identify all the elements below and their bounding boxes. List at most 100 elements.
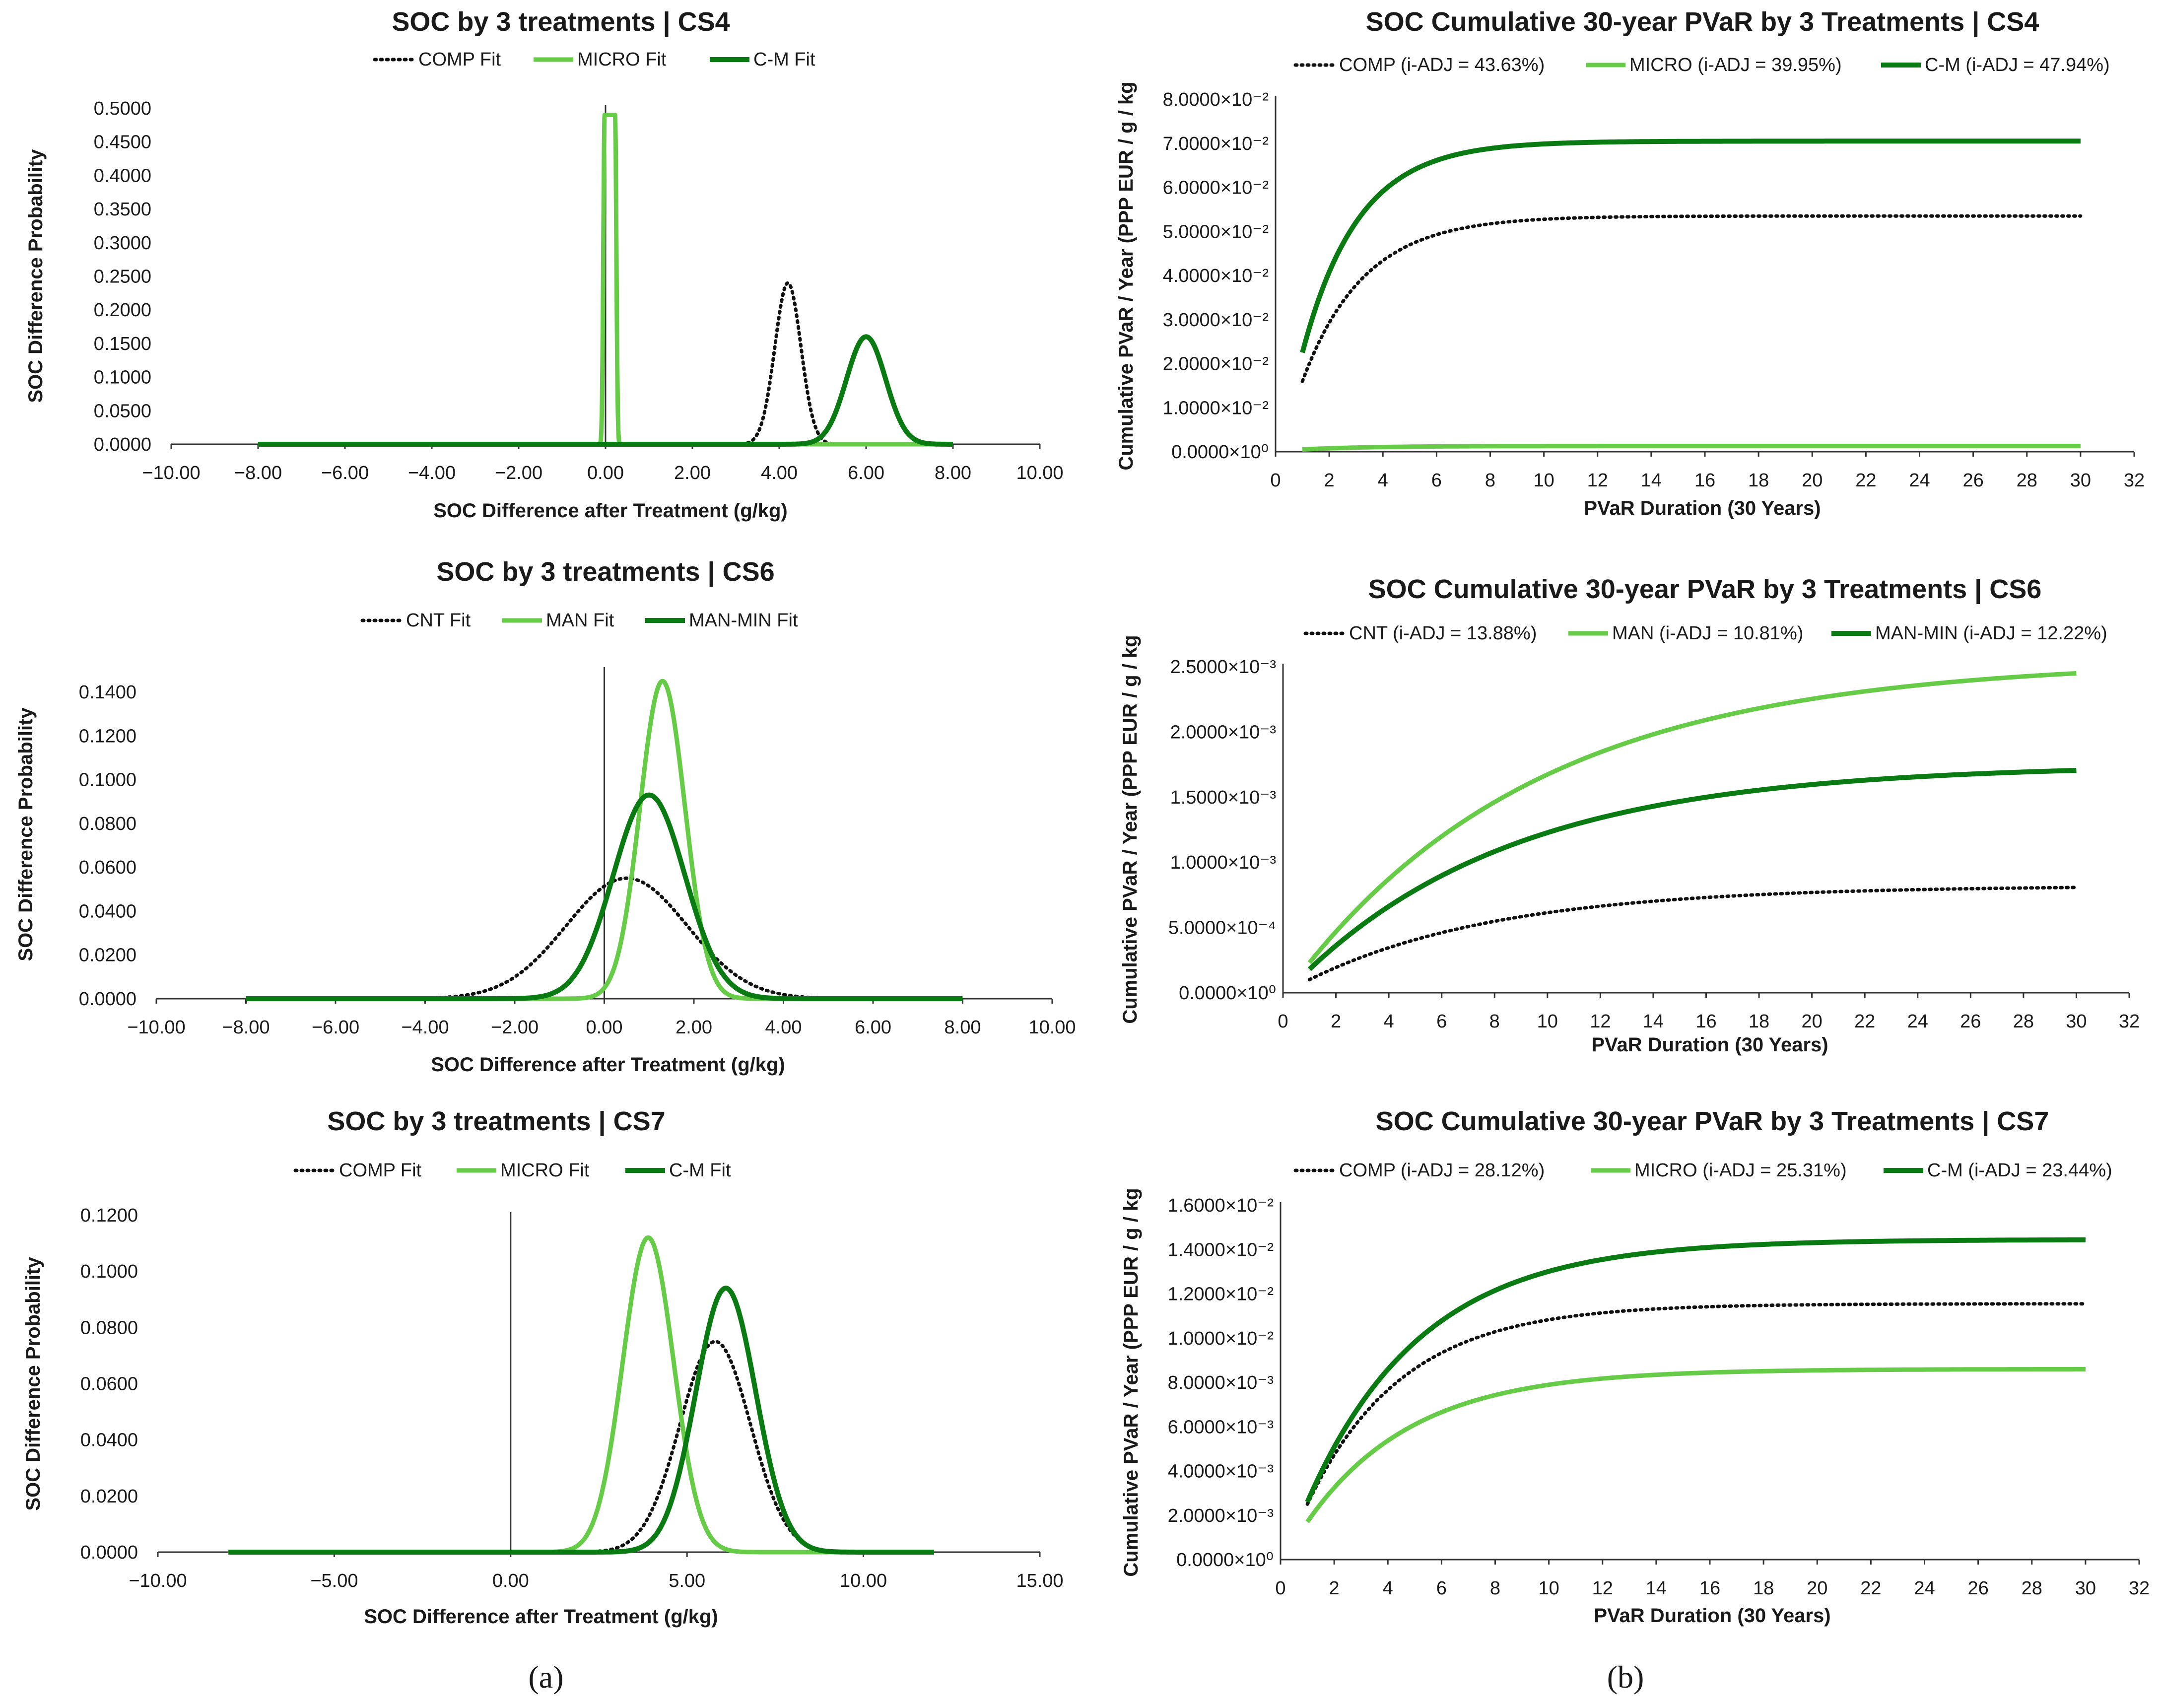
series-line-dark	[1307, 768, 2077, 971]
x-tick-label: 8	[1485, 470, 1495, 491]
x-tick-label: −5.00	[310, 1571, 358, 1591]
chart-a1: SOC by 3 treatments | CS4 COMP Fit MICRO F…	[25, 7, 1064, 522]
y-tick-label: 5.0000×10⁻⁴	[1168, 918, 1276, 939]
y-tick-label: 0.1000	[79, 770, 136, 791]
y-tick-label: 0.0800	[79, 814, 136, 834]
x-axis-label: PVaR Duration (30 Years)	[1584, 497, 1821, 519]
x-tick-label: 26	[1962, 470, 1983, 491]
x-tick-label: 30	[2075, 1578, 2096, 1599]
x-tick-label: 4.00	[765, 1017, 802, 1038]
x-tick-label: 18	[1749, 1011, 1769, 1032]
x-tick-label: 8	[1490, 1578, 1500, 1599]
y-tick-label: 4.0000×10⁻²	[1163, 266, 1269, 286]
x-tick-label: 10.00	[1016, 463, 1063, 483]
series-line-dark	[226, 1286, 936, 1555]
x-tick-label: 0	[1275, 1578, 1285, 1599]
y-tick-label: 0.0200	[79, 945, 136, 966]
y-tick-label: 0.0400	[79, 901, 136, 922]
x-tick-label: 30	[2070, 470, 2091, 491]
x-tick-label: 0	[1270, 470, 1281, 491]
x-tick-label: 4.00	[761, 463, 798, 483]
series-line-dark	[1305, 1237, 2086, 1503]
x-tick-label: 2.00	[674, 463, 711, 483]
x-tick-label: 2	[1331, 1011, 1341, 1032]
x-tick-label: 6	[1436, 1578, 1447, 1599]
series-line-dotted	[1307, 886, 2078, 982]
legend-label: MICRO Fit	[577, 49, 667, 70]
y-tick-label: 1.0000×10⁻²	[1163, 398, 1269, 418]
y-axis-label: Cumulative PVaR / Year (PPP EUR / g / kg	[1115, 81, 1137, 470]
y-axis-label: Cumulative PVaR / Year (PPP EUR / g / kg	[1119, 635, 1141, 1024]
x-tick-label: −6.00	[321, 463, 369, 483]
legend-label: C-M Fit	[753, 49, 815, 70]
legend-label: MAN-MIN (i-ADJ = 12.22%)	[1875, 623, 2107, 644]
x-tick-label: 8.00	[935, 463, 971, 483]
chart-b1: SOC Cumulative 30-year PVaR by 3 Treatme…	[1115, 7, 2145, 519]
y-tick-label: 0.0000	[79, 989, 136, 1010]
y-axis-label: SOC Difference Probability	[25, 149, 47, 403]
x-tick-label: 16	[1695, 1011, 1716, 1032]
x-tick-label: −8.00	[222, 1017, 270, 1038]
panel-label-a: (a)	[528, 1659, 563, 1695]
x-tick-label: 6	[1431, 470, 1442, 491]
chart-title: SOC by 3 treatments | CS4	[392, 7, 730, 37]
series-line-dark	[244, 792, 964, 1001]
series-line-light	[227, 1235, 936, 1555]
x-tick-label: 10	[1533, 470, 1554, 491]
x-tick-label: −10.00	[142, 463, 200, 483]
x-axis-label: SOC Difference after Treatment (g/kg)	[431, 1054, 785, 1076]
y-tick-label: 0.0000×10⁰	[1171, 442, 1269, 463]
y-tick-label: 1.2000×10⁻²	[1168, 1284, 1274, 1305]
y-tick-label: 0.3000	[94, 233, 151, 254]
x-tick-label: 22	[1855, 470, 1876, 491]
y-tick-label: 0.1200	[79, 726, 136, 747]
x-tick-label: 10.00	[840, 1571, 887, 1591]
y-tick-label: 0.0000×10⁰	[1176, 1550, 1274, 1571]
chart-title: SOC Cumulative 30-year PVaR by 3 Treatme…	[1368, 574, 2042, 605]
series-line-dark	[256, 334, 955, 447]
y-tick-label: 0.0600	[80, 1374, 138, 1395]
y-tick-label: 0.0400	[80, 1430, 138, 1451]
x-tick-label: −10.00	[127, 1017, 185, 1038]
legend-label: CNT Fit	[406, 610, 471, 631]
x-tick-label: 32	[2119, 1011, 2140, 1032]
series-line-dotted	[734, 281, 846, 446]
x-tick-label: 14	[1646, 1578, 1667, 1599]
y-axis-label: SOC Difference Probability	[22, 1257, 44, 1511]
legend-label: MAN-MIN Fit	[689, 610, 798, 631]
x-axis-label: PVaR Duration (30 Years)	[1594, 1605, 1830, 1627]
chart-title: SOC by 3 treatments | CS7	[327, 1106, 665, 1137]
series-line-dotted	[579, 1340, 936, 1554]
y-tick-label: 4.0000×10⁻³	[1168, 1461, 1274, 1482]
x-tick-label: 32	[2124, 470, 2145, 491]
y-tick-label: 0.1200	[80, 1205, 138, 1226]
series-line-light	[1302, 444, 2081, 452]
y-tick-label: 2.5000×10⁻³	[1170, 657, 1276, 678]
x-tick-label: −8.00	[234, 463, 282, 483]
x-axis-label: SOC Difference after Treatment (g/kg)	[364, 1606, 718, 1628]
x-tick-label: 28	[2017, 470, 2037, 491]
chart-a2: SOC by 3 treatments | CS6 CNT Fit MAN Fit M…	[15, 557, 1076, 1076]
x-tick-label: 14	[1641, 470, 1662, 491]
series-line-dark	[1300, 138, 2081, 353]
x-axis-label: PVaR Duration (30 Years)	[1591, 1034, 1828, 1056]
x-tick-label: 0	[1278, 1011, 1288, 1032]
x-tick-label: 14	[1643, 1011, 1664, 1032]
legend-label: MAN Fit	[546, 610, 614, 631]
y-tick-label: 0.0600	[79, 857, 136, 878]
x-tick-label: 18	[1753, 1578, 1774, 1599]
chart-title: SOC Cumulative 30-year PVaR by 3 Treatme…	[1366, 7, 2039, 37]
x-tick-label: −6.00	[312, 1017, 359, 1038]
y-tick-label: 0.5000	[94, 98, 151, 119]
y-tick-label: 6.0000×10⁻³	[1168, 1417, 1274, 1437]
x-tick-label: −4.00	[408, 463, 456, 483]
y-tick-label: 0.2500	[94, 267, 151, 287]
chart-b2: SOC Cumulative 30-year PVaR by 3 Treatme…	[1119, 574, 2140, 1056]
x-tick-label: 10	[1537, 1011, 1558, 1032]
x-tick-label: 28	[2013, 1011, 2034, 1032]
x-tick-label: 22	[1860, 1578, 1881, 1599]
y-tick-label: 1.5000×10⁻³	[1170, 787, 1276, 808]
y-tick-label: 0.0000×10⁰	[1179, 983, 1276, 1004]
x-tick-label: 8	[1489, 1011, 1500, 1032]
chart-title: SOC by 3 treatments | CS6	[436, 557, 774, 587]
